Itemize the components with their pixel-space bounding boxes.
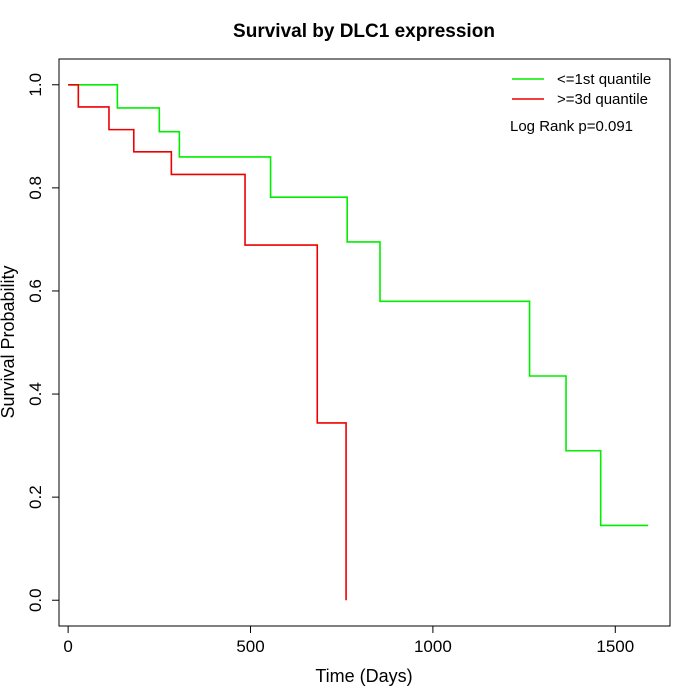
legend-label-series-2: >=3d quantile: [557, 91, 648, 108]
survival-curve-series-1: [68, 83, 649, 527]
x-tick-label: 1500: [596, 637, 634, 656]
y-tick-label: 0.2: [26, 485, 45, 509]
x-axis: 0 500 1000 1500: [63, 625, 634, 656]
x-tick-label: 500: [236, 637, 264, 656]
series-layer: [68, 83, 649, 601]
survival-curve-series-2: [68, 83, 347, 601]
y-tick-label: 0.0: [26, 588, 45, 612]
y-tick-label: 0.6: [26, 279, 45, 303]
y-axis: 0.0 0.2 0.4 0.6 0.8 1.0: [26, 73, 60, 612]
log-rank-annotation: Log Rank p=0.091: [510, 118, 633, 135]
y-tick-label: 1.0: [26, 73, 45, 97]
legend: <=1st quantile >=3d quantile: [512, 71, 651, 108]
plot-frame: [58, 58, 671, 627]
x-tick-label: 0: [63, 637, 72, 656]
x-tick-label: 1000: [414, 637, 452, 656]
chart-title: Survival by DLC1 expression: [233, 21, 495, 42]
legend-label-series-1: <=1st quantile: [557, 71, 651, 88]
x-axis-label: Time (Days): [315, 666, 412, 686]
y-tick-label: 0.4: [26, 382, 45, 406]
y-tick-label: 0.8: [26, 176, 45, 200]
y-axis-label: Survival Probability: [0, 265, 18, 418]
